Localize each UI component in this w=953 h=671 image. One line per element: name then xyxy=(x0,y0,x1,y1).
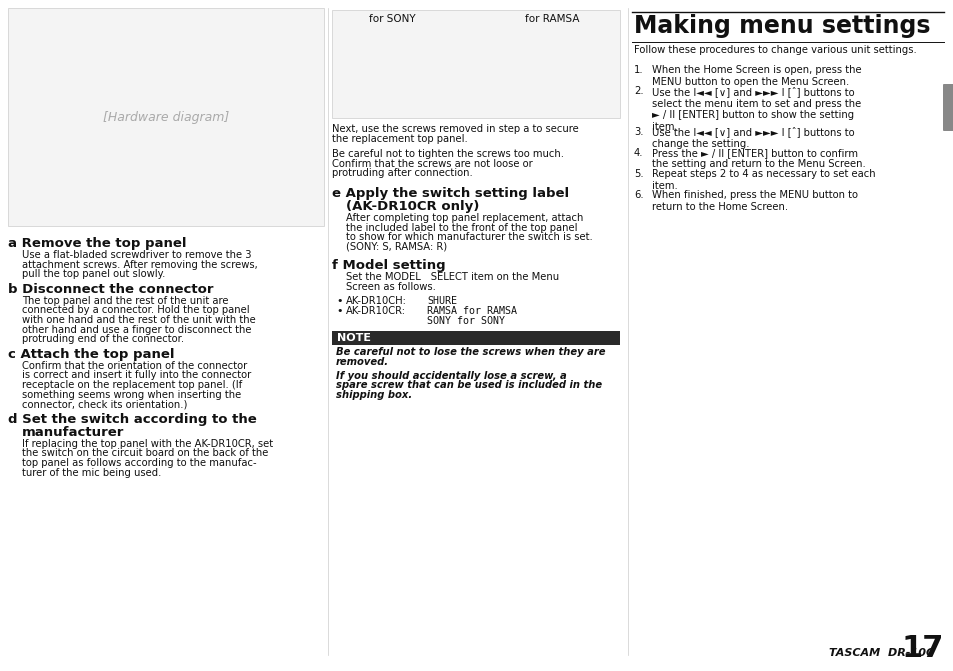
Text: If you should accidentally lose a screw, a: If you should accidentally lose a screw,… xyxy=(335,370,566,380)
Text: the included label to the front of the top panel: the included label to the front of the t… xyxy=(346,223,577,233)
Text: 5.: 5. xyxy=(634,169,643,179)
Text: b Disconnect the connector: b Disconnect the connector xyxy=(8,282,213,296)
Text: 6.: 6. xyxy=(634,190,643,200)
Text: When finished, press the MENU button to
return to the Home Screen.: When finished, press the MENU button to … xyxy=(651,190,857,212)
Text: removed.: removed. xyxy=(335,357,389,367)
Text: the replacement top panel.: the replacement top panel. xyxy=(332,134,467,144)
Text: connector, check its orientation.): connector, check its orientation.) xyxy=(22,399,187,409)
Text: SHURE: SHURE xyxy=(427,296,456,305)
Text: Next, use the screws removed in step a to secure: Next, use the screws removed in step a t… xyxy=(332,124,578,134)
Text: TASCAM  DR-10C: TASCAM DR-10C xyxy=(828,648,933,658)
Text: protruding after connection.: protruding after connection. xyxy=(332,168,473,178)
Text: Be careful not to tighten the screws too much.: Be careful not to tighten the screws too… xyxy=(332,149,563,159)
Text: Repeat steps 2 to 4 as necessary to set each
item.: Repeat steps 2 to 4 as necessary to set … xyxy=(651,169,875,191)
Text: RAMSA for RAMSA: RAMSA for RAMSA xyxy=(427,306,517,316)
Text: protruding end of the connector.: protruding end of the connector. xyxy=(22,334,184,344)
Text: Use the I◄◄ [∨] and ►►► I [ˆ] buttons to
select the menu item to set and press t: Use the I◄◄ [∨] and ►►► I [ˆ] buttons to… xyxy=(651,86,861,132)
Text: [Hardware diagram]: [Hardware diagram] xyxy=(103,111,229,125)
Text: Be careful not to lose the screws when they are: Be careful not to lose the screws when t… xyxy=(335,348,605,358)
Text: the switch on the circuit board on the back of the: the switch on the circuit board on the b… xyxy=(22,448,268,458)
Text: Screen as follows.: Screen as follows. xyxy=(346,282,436,292)
Text: pull the top panel out slowly.: pull the top panel out slowly. xyxy=(22,269,165,279)
Bar xyxy=(8,8,324,226)
Text: Making menu settings: Making menu settings xyxy=(634,14,929,38)
Text: Set the MODEL SELECT item on the Menu: Set the MODEL SELECT item on the Menu xyxy=(346,272,558,282)
Text: 2.: 2. xyxy=(634,86,643,96)
Text: receptacle on the replacement top panel. (If: receptacle on the replacement top panel.… xyxy=(22,380,242,390)
Text: 4.: 4. xyxy=(634,148,643,158)
Text: When the Home Screen is open, press the
MENU button to open the Menu Screen.: When the Home Screen is open, press the … xyxy=(651,65,861,87)
Text: attachment screws. After removing the screws,: attachment screws. After removing the sc… xyxy=(22,260,257,270)
Text: SONY for SONY: SONY for SONY xyxy=(427,316,504,326)
Bar xyxy=(332,10,619,118)
Text: other hand and use a finger to disconnect the: other hand and use a finger to disconnec… xyxy=(22,325,252,335)
Text: Use a flat-bladed screwdriver to remove the 3: Use a flat-bladed screwdriver to remove … xyxy=(22,250,252,260)
Text: •: • xyxy=(335,296,342,305)
Text: something seems wrong when inserting the: something seems wrong when inserting the xyxy=(22,390,241,400)
Text: Use the I◄◄ [∨] and ►►► I [ˆ] buttons to
change the setting.: Use the I◄◄ [∨] and ►►► I [ˆ] buttons to… xyxy=(651,127,854,149)
Text: for SONY: for SONY xyxy=(368,14,415,24)
Text: 17: 17 xyxy=(901,634,943,663)
Bar xyxy=(332,331,619,346)
Text: shipping box.: shipping box. xyxy=(335,390,412,400)
Text: a Remove the top panel: a Remove the top panel xyxy=(8,237,186,250)
Text: Confirm that the orientation of the connector: Confirm that the orientation of the conn… xyxy=(22,361,247,371)
Text: If replacing the top panel with the AK-DR10CR, set: If replacing the top panel with the AK-D… xyxy=(22,439,273,449)
Text: for RAMSA: for RAMSA xyxy=(524,14,578,24)
Text: AK-DR10CR:: AK-DR10CR: xyxy=(346,306,406,316)
Text: top panel as follows according to the manufac-: top panel as follows according to the ma… xyxy=(22,458,256,468)
Text: AK-DR10CH:: AK-DR10CH: xyxy=(346,296,406,305)
Text: d Set the switch according to the: d Set the switch according to the xyxy=(8,413,256,426)
Text: NOTE: NOTE xyxy=(336,333,371,344)
Text: •: • xyxy=(335,306,342,316)
Text: Press the ► / II [ENTER] button to confirm
the setting and return to the Menu Sc: Press the ► / II [ENTER] button to confi… xyxy=(651,148,864,169)
Text: turer of the mic being used.: turer of the mic being used. xyxy=(22,468,161,478)
Text: with one hand and the rest of the unit with the: with one hand and the rest of the unit w… xyxy=(22,315,255,325)
Text: Confirm that the screws are not loose or: Confirm that the screws are not loose or xyxy=(332,159,532,169)
Text: 3.: 3. xyxy=(634,127,643,137)
Text: (SONY: S, RAMSA: R): (SONY: S, RAMSA: R) xyxy=(346,242,447,252)
Text: manufacturer: manufacturer xyxy=(22,426,124,439)
FancyBboxPatch shape xyxy=(942,84,953,131)
Text: c Attach the top panel: c Attach the top panel xyxy=(8,348,174,361)
Text: The top panel and the rest of the unit are: The top panel and the rest of the unit a… xyxy=(22,296,229,306)
Text: f Model setting: f Model setting xyxy=(332,260,445,272)
Text: connected by a connector. Hold the top panel: connected by a connector. Hold the top p… xyxy=(22,305,250,315)
Text: spare screw that can be used is included in the: spare screw that can be used is included… xyxy=(335,380,601,391)
Text: to show for which manufacturer the switch is set.: to show for which manufacturer the switc… xyxy=(346,232,592,242)
Text: Follow these procedures to change various unit settings.: Follow these procedures to change variou… xyxy=(634,45,916,55)
Text: (AK-DR10CR only): (AK-DR10CR only) xyxy=(346,200,478,213)
Text: After completing top panel replacement, attach: After completing top panel replacement, … xyxy=(346,213,583,223)
Text: e Apply the switch setting label: e Apply the switch setting label xyxy=(332,187,569,200)
Text: 1.: 1. xyxy=(634,65,643,75)
Text: is correct and insert it fully into the connector: is correct and insert it fully into the … xyxy=(22,370,251,380)
